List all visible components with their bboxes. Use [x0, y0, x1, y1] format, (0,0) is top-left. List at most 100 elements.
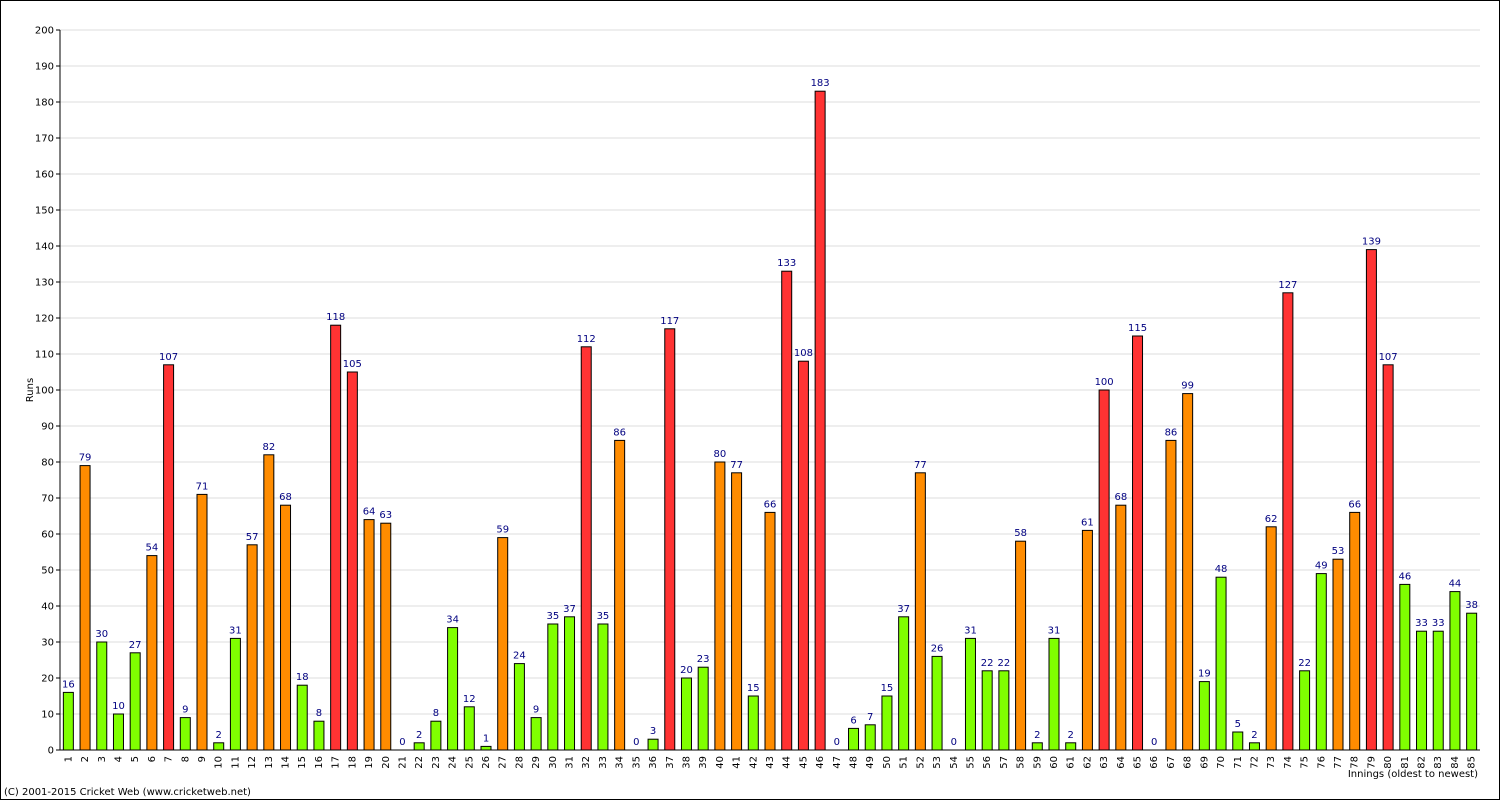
bar	[229, 637, 241, 751]
x-tick-label: 45	[798, 756, 809, 769]
value-label: 66	[1348, 499, 1361, 510]
x-tick-label: 78	[1350, 756, 1361, 769]
value-label: 112	[577, 334, 596, 345]
value-label: 2	[1251, 730, 1257, 741]
bar	[914, 472, 926, 751]
bar	[1248, 742, 1260, 751]
bar	[1282, 292, 1294, 751]
bar	[1132, 335, 1144, 751]
value-label: 48	[1215, 564, 1228, 575]
bar	[1031, 742, 1043, 751]
bar	[864, 724, 876, 751]
x-tick-label: 26	[481, 756, 492, 769]
x-tick-label: 5	[130, 756, 141, 762]
x-tick-label: 30	[548, 756, 559, 769]
footer: (C) 2001-2015 Cricket Web (www.cricketwe…	[4, 787, 251, 798]
y-tick-label: 60	[41, 530, 54, 541]
value-label: 63	[379, 510, 392, 521]
value-label: 15	[881, 683, 894, 694]
bar	[1332, 558, 1344, 751]
x-tick-label: 54	[949, 756, 960, 769]
bar	[597, 623, 609, 751]
bar	[680, 677, 692, 751]
x-tick-label: 15	[297, 756, 308, 769]
y-tick-label: 0	[48, 746, 54, 757]
y-tick-label: 70	[41, 494, 54, 505]
value-label: 35	[597, 611, 610, 622]
y-tick-label: 90	[41, 422, 54, 433]
x-tick-label: 40	[715, 756, 726, 769]
x-tick-label: 35	[631, 756, 642, 769]
x-tick-label: 61	[1066, 756, 1077, 769]
bar	[1449, 591, 1461, 751]
value-label: 133	[777, 258, 796, 269]
x-tick-label: 39	[698, 756, 709, 769]
x-tick-label: 12	[247, 756, 258, 769]
x-tick-label: 8	[180, 756, 191, 762]
value-label: 20	[680, 665, 693, 676]
y-tick-label: 190	[35, 62, 54, 73]
bar	[1048, 637, 1060, 751]
value-label: 19	[1198, 669, 1211, 680]
bar	[964, 637, 976, 751]
value-label: 31	[229, 625, 242, 636]
bar	[547, 623, 559, 751]
x-tick-label: 79	[1366, 756, 1377, 769]
x-tick-label: 36	[648, 756, 659, 769]
value-label: 82	[262, 442, 275, 453]
bar	[747, 695, 759, 751]
value-label: 27	[129, 640, 142, 651]
value-label: 100	[1095, 377, 1114, 388]
x-tick-label: 25	[464, 756, 475, 769]
x-tick-label: 19	[364, 756, 375, 769]
value-label: 108	[794, 348, 813, 359]
value-label: 62	[1265, 514, 1278, 525]
x-tick-label: 81	[1400, 756, 1411, 769]
x-tick-label: 20	[381, 756, 392, 769]
value-label: 86	[1165, 427, 1178, 438]
value-label: 115	[1128, 323, 1147, 334]
bar	[664, 328, 676, 751]
x-tick-label: 37	[665, 756, 676, 769]
value-label: 61	[1081, 517, 1094, 528]
x-tick-label: 77	[1333, 756, 1344, 769]
y-tick-label: 100	[35, 386, 54, 397]
y-tick-label: 50	[41, 566, 54, 577]
y-tick-label: 110	[35, 350, 54, 361]
bar	[263, 454, 275, 751]
bar	[764, 511, 776, 751]
value-label: 1	[483, 733, 489, 744]
x-axis-label: Innings (oldest to newest)	[1348, 769, 1478, 780]
bar	[213, 742, 225, 751]
bar	[179, 717, 191, 751]
value-label: 86	[613, 427, 626, 438]
y-tick-label: 140	[35, 242, 54, 253]
x-tick-label: 34	[615, 756, 626, 769]
y-tick-label: 20	[41, 674, 54, 685]
bar	[848, 727, 860, 751]
y-tick-label: 120	[35, 314, 54, 325]
bar	[564, 616, 576, 751]
x-tick-label: 17	[331, 756, 342, 769]
y-tick-label: 80	[41, 458, 54, 469]
x-tick-label: 46	[815, 756, 826, 769]
bar	[79, 465, 91, 751]
bar	[447, 627, 459, 751]
bar	[196, 493, 208, 751]
x-tick-label: 63	[1099, 756, 1110, 769]
value-label: 3	[650, 726, 656, 737]
value-label: 23	[697, 654, 710, 665]
x-tick-label: 29	[531, 756, 542, 769]
value-label: 34	[446, 615, 459, 626]
y-tick-label: 180	[35, 98, 54, 109]
value-label: 2	[216, 730, 222, 741]
x-tick-label: 76	[1316, 756, 1327, 769]
x-tick-label: 75	[1300, 756, 1311, 769]
x-tick-label: 7	[164, 756, 175, 762]
bar	[463, 706, 475, 751]
x-tick-label: 43	[765, 756, 776, 769]
x-tick-label: 66	[1149, 756, 1160, 769]
bar	[981, 670, 993, 751]
value-label: 10	[112, 701, 125, 712]
